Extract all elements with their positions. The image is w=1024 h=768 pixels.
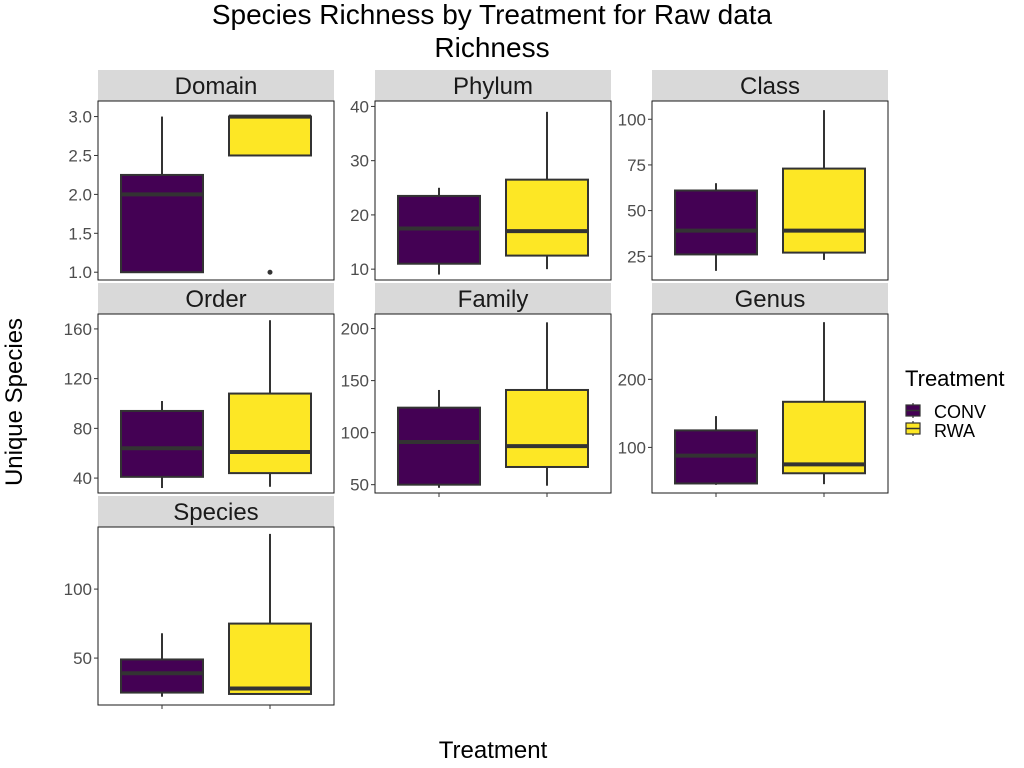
y-tick-label-class: 50 xyxy=(627,202,646,221)
y-tick-label-domain: 1.0 xyxy=(68,263,92,282)
y-tick-label-family: 150 xyxy=(341,372,369,391)
strip-label-phylum: Phylum xyxy=(453,73,533,100)
facet-panels: Domain 1.0 1.5 2.0 2.5 3.0 Phylum 10 20 30 40 Class… xyxy=(64,70,889,709)
strip-domain xyxy=(98,70,334,101)
strip-label-species: Species xyxy=(173,499,258,526)
y-tick-label-order: 120 xyxy=(64,370,92,389)
box-class-rwa xyxy=(782,110,866,260)
panel-family: Family 50 100 150 200 xyxy=(341,283,612,497)
strip-label-class: Class xyxy=(740,73,800,100)
box-body-family-rwa xyxy=(505,388,589,468)
box-body-class-rwa xyxy=(782,167,866,254)
y-tick-label-order: 160 xyxy=(64,320,92,339)
strip-label-order: Order xyxy=(185,286,246,313)
strip-label-family: Family xyxy=(458,286,529,313)
y-axis-title: Unique Species xyxy=(1,318,28,486)
y-tick-label-phylum: 30 xyxy=(350,152,369,171)
strip-family xyxy=(375,283,611,314)
legend-label-rwa: RWA xyxy=(934,421,975,441)
box-domain-conv xyxy=(120,116,204,274)
box-order-conv xyxy=(120,401,204,489)
legend-entry-conv: CONV xyxy=(905,402,986,422)
y-tick-label-phylum: 20 xyxy=(350,206,369,225)
y-tick-label-domain: 1.5 xyxy=(68,224,92,243)
strip-phylum xyxy=(375,70,611,101)
box-genus-rwa xyxy=(782,322,866,485)
box-species-rwa xyxy=(228,533,312,695)
panel-phylum: Phylum 10 20 30 40 xyxy=(350,70,612,281)
y-tick-label-class: 100 xyxy=(618,110,646,129)
box-class-conv xyxy=(674,183,758,271)
box-body-order-conv xyxy=(120,409,204,478)
y-tick-label-class: 25 xyxy=(627,247,646,266)
strip-genus xyxy=(652,283,888,314)
strip-class xyxy=(652,70,888,101)
box-genus-conv xyxy=(674,416,758,485)
box-family-rwa xyxy=(505,322,589,486)
box-body-domain-rwa xyxy=(228,115,312,157)
y-tick-label-family: 200 xyxy=(341,320,369,339)
box-body-class-conv xyxy=(674,189,758,256)
y-tick-label-species: 50 xyxy=(73,649,92,668)
y-tick-label-phylum: 10 xyxy=(350,260,369,279)
box-domain-rwa xyxy=(228,114,312,275)
strip-species xyxy=(98,496,334,527)
y-tick-label-genus: 200 xyxy=(618,370,646,389)
legend-title: Treatment xyxy=(905,366,1004,391)
panel-order: Order 40 80 120 160 xyxy=(64,283,335,494)
y-tick-label-order: 40 xyxy=(73,469,92,488)
box-family-conv xyxy=(397,389,481,488)
box-body-genus-rwa xyxy=(782,400,866,475)
strip-label-domain: Domain xyxy=(175,73,258,100)
box-phylum-rwa xyxy=(505,111,589,270)
y-tick-label-domain: 2.0 xyxy=(68,185,92,204)
panel-genus: Genus 100 200 xyxy=(618,283,889,497)
x-axis-title: Treatment xyxy=(439,737,548,764)
strip-label-genus: Genus xyxy=(735,286,806,313)
y-tick-label-domain: 2.5 xyxy=(68,146,92,165)
y-tick-label-family: 50 xyxy=(350,476,369,495)
panel-domain: Domain 1.0 1.5 2.0 2.5 3.0 xyxy=(68,70,335,282)
box-body-phylum-rwa xyxy=(505,178,589,257)
y-tick-label-domain: 3.0 xyxy=(68,108,92,127)
outlier-domain-rwa xyxy=(267,269,273,275)
chart-title-line-2: Richness xyxy=(434,32,549,63)
box-body-domain-conv xyxy=(120,173,204,274)
chart-title-line-1: Species Richness by Treatment for Raw da… xyxy=(212,0,773,30)
box-body-species-conv xyxy=(120,658,204,694)
y-tick-label-class: 75 xyxy=(627,156,646,175)
box-phylum-conv xyxy=(397,187,481,275)
legend-label-conv: CONV xyxy=(934,402,986,422)
box-body-order-rwa xyxy=(228,392,312,475)
y-tick-label-species: 100 xyxy=(64,580,92,599)
box-order-rwa xyxy=(228,320,312,487)
strip-order xyxy=(98,283,334,314)
y-tick-label-genus: 100 xyxy=(618,438,646,457)
box-body-family-conv xyxy=(397,406,481,486)
y-tick-label-order: 80 xyxy=(73,419,92,438)
y-tick-label-family: 100 xyxy=(341,424,369,443)
panel-class: Class 25 50 75 100 xyxy=(618,70,889,281)
box-species-conv xyxy=(120,633,204,697)
legend-entry-rwa: RWA xyxy=(905,421,975,441)
box-body-species-rwa xyxy=(228,622,312,695)
legend: Treatment CONV RWA xyxy=(905,366,1004,441)
y-tick-label-phylum: 40 xyxy=(350,97,369,116)
panel-species: Species 50 100 xyxy=(64,496,335,709)
